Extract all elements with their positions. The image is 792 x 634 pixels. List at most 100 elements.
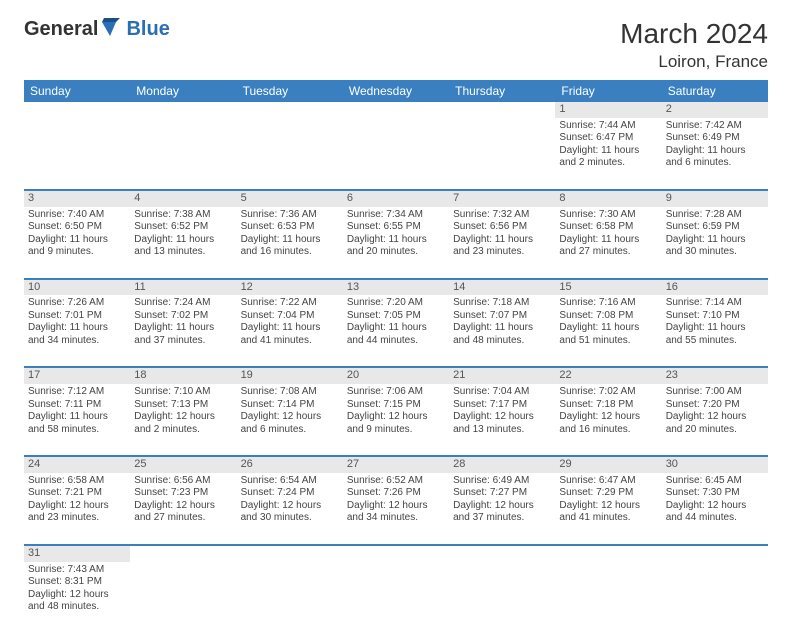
- sunrise-text: Sunrise: 7:08 AM: [241, 386, 339, 399]
- daylight-text: Daylight: 12 hours and 16 minutes.: [559, 411, 657, 436]
- day-details: Sunrise: 7:36 AMSunset: 6:53 PMDaylight:…: [237, 207, 343, 279]
- daylight-text: Daylight: 11 hours and 16 minutes.: [241, 234, 339, 259]
- day-number: 17: [24, 367, 130, 384]
- sunrise-text: Sunrise: 6:45 AM: [666, 475, 764, 488]
- weekday-header: Friday: [555, 80, 661, 102]
- day-details: Sunrise: 7:20 AMSunset: 7:05 PMDaylight:…: [343, 295, 449, 367]
- day-details: Sunrise: 7:12 AMSunset: 7:11 PMDaylight:…: [24, 384, 130, 456]
- daylight-text: Daylight: 11 hours and 51 minutes.: [559, 322, 657, 347]
- sunset-text: Sunset: 7:02 PM: [134, 310, 232, 323]
- sunset-text: Sunset: 7:15 PM: [347, 399, 445, 412]
- sunrise-text: Sunrise: 6:52 AM: [347, 475, 445, 488]
- sunrise-text: Sunrise: 7:40 AM: [28, 209, 126, 222]
- sunrise-text: Sunrise: 7:24 AM: [134, 297, 232, 310]
- day-number: 28: [449, 456, 555, 473]
- daylight-text: Daylight: 11 hours and 20 minutes.: [347, 234, 445, 259]
- weekday-header: Sunday: [24, 80, 130, 102]
- sunset-text: Sunset: 7:30 PM: [666, 487, 764, 500]
- daylight-text: Daylight: 11 hours and 55 minutes.: [666, 322, 764, 347]
- day-number: 26: [237, 456, 343, 473]
- sunset-text: Sunset: 7:26 PM: [347, 487, 445, 500]
- day-number: 7: [449, 190, 555, 207]
- sunrise-text: Sunrise: 7:02 AM: [559, 386, 657, 399]
- daylight-text: Daylight: 11 hours and 48 minutes.: [453, 322, 551, 347]
- day-number: 25: [130, 456, 236, 473]
- day-details: [449, 562, 555, 634]
- day-details: Sunrise: 7:10 AMSunset: 7:13 PMDaylight:…: [130, 384, 236, 456]
- day-number: 27: [343, 456, 449, 473]
- day-details: Sunrise: 6:49 AMSunset: 7:27 PMDaylight:…: [449, 473, 555, 545]
- daylight-text: Daylight: 11 hours and 30 minutes.: [666, 234, 764, 259]
- sunset-text: Sunset: 7:11 PM: [28, 399, 126, 412]
- day-details: [24, 118, 130, 190]
- day-details: Sunrise: 6:58 AMSunset: 7:21 PMDaylight:…: [24, 473, 130, 545]
- day-number: 8: [555, 190, 661, 207]
- sunset-text: Sunset: 7:21 PM: [28, 487, 126, 500]
- sunrise-text: Sunrise: 7:06 AM: [347, 386, 445, 399]
- day-details: [237, 562, 343, 634]
- day-details: Sunrise: 7:26 AMSunset: 7:01 PMDaylight:…: [24, 295, 130, 367]
- location: Loiron, France: [620, 52, 768, 72]
- flag-icon: [102, 18, 124, 41]
- day-number: 5: [237, 190, 343, 207]
- sunset-text: Sunset: 6:56 PM: [453, 221, 551, 234]
- day-details: [343, 562, 449, 634]
- sunset-text: Sunset: 6:52 PM: [134, 221, 232, 234]
- day-number: [555, 545, 661, 562]
- day-number: 21: [449, 367, 555, 384]
- daylight-text: Daylight: 12 hours and 41 minutes.: [559, 500, 657, 525]
- day-details: [555, 562, 661, 634]
- daynum-row: 12: [24, 102, 768, 118]
- detail-row: Sunrise: 7:43 AMSunset: 8:31 PMDaylight:…: [24, 562, 768, 634]
- sunset-text: Sunset: 7:08 PM: [559, 310, 657, 323]
- sunrise-text: Sunrise: 7:38 AM: [134, 209, 232, 222]
- day-details: Sunrise: 7:06 AMSunset: 7:15 PMDaylight:…: [343, 384, 449, 456]
- daylight-text: Daylight: 12 hours and 6 minutes.: [241, 411, 339, 436]
- day-number: [343, 102, 449, 118]
- daylight-text: Daylight: 11 hours and 23 minutes.: [453, 234, 551, 259]
- sunset-text: Sunset: 6:53 PM: [241, 221, 339, 234]
- day-number: [237, 545, 343, 562]
- day-details: Sunrise: 7:32 AMSunset: 6:56 PMDaylight:…: [449, 207, 555, 279]
- sunset-text: Sunset: 7:04 PM: [241, 310, 339, 323]
- daylight-text: Daylight: 12 hours and 30 minutes.: [241, 500, 339, 525]
- day-details: Sunrise: 7:16 AMSunset: 7:08 PMDaylight:…: [555, 295, 661, 367]
- day-details: Sunrise: 7:18 AMSunset: 7:07 PMDaylight:…: [449, 295, 555, 367]
- daylight-text: Daylight: 11 hours and 44 minutes.: [347, 322, 445, 347]
- sunrise-text: Sunrise: 7:32 AM: [453, 209, 551, 222]
- logo: General Blue: [24, 18, 170, 41]
- daynum-row: 24252627282930: [24, 456, 768, 473]
- day-number: [130, 102, 236, 118]
- day-details: Sunrise: 7:28 AMSunset: 6:59 PMDaylight:…: [662, 207, 768, 279]
- day-details: [343, 118, 449, 190]
- day-details: Sunrise: 7:30 AMSunset: 6:58 PMDaylight:…: [555, 207, 661, 279]
- day-number: 18: [130, 367, 236, 384]
- daylight-text: Daylight: 11 hours and 13 minutes.: [134, 234, 232, 259]
- sunset-text: Sunset: 7:07 PM: [453, 310, 551, 323]
- day-number: [449, 545, 555, 562]
- day-details: Sunrise: 7:04 AMSunset: 7:17 PMDaylight:…: [449, 384, 555, 456]
- sunset-text: Sunset: 7:29 PM: [559, 487, 657, 500]
- day-details: Sunrise: 7:38 AMSunset: 6:52 PMDaylight:…: [130, 207, 236, 279]
- sunset-text: Sunset: 7:24 PM: [241, 487, 339, 500]
- daylight-text: Daylight: 12 hours and 27 minutes.: [134, 500, 232, 525]
- day-number: 16: [662, 279, 768, 296]
- sunrise-text: Sunrise: 7:30 AM: [559, 209, 657, 222]
- sunset-text: Sunset: 6:47 PM: [559, 132, 657, 145]
- day-number: [449, 102, 555, 118]
- day-details: [662, 562, 768, 634]
- day-details: Sunrise: 7:14 AMSunset: 7:10 PMDaylight:…: [662, 295, 768, 367]
- daylight-text: Daylight: 12 hours and 48 minutes.: [28, 589, 126, 614]
- day-details: Sunrise: 6:45 AMSunset: 7:30 PMDaylight:…: [662, 473, 768, 545]
- day-number: 22: [555, 367, 661, 384]
- day-details: Sunrise: 7:44 AMSunset: 6:47 PMDaylight:…: [555, 118, 661, 190]
- weekday-header: Tuesday: [237, 80, 343, 102]
- day-details: Sunrise: 7:00 AMSunset: 7:20 PMDaylight:…: [662, 384, 768, 456]
- weekday-header: Saturday: [662, 80, 768, 102]
- sunrise-text: Sunrise: 7:20 AM: [347, 297, 445, 310]
- sunrise-text: Sunrise: 6:49 AM: [453, 475, 551, 488]
- sunset-text: Sunset: 7:27 PM: [453, 487, 551, 500]
- daylight-text: Daylight: 11 hours and 2 minutes.: [559, 145, 657, 170]
- detail-row: Sunrise: 7:40 AMSunset: 6:50 PMDaylight:…: [24, 207, 768, 279]
- sunset-text: Sunset: 7:18 PM: [559, 399, 657, 412]
